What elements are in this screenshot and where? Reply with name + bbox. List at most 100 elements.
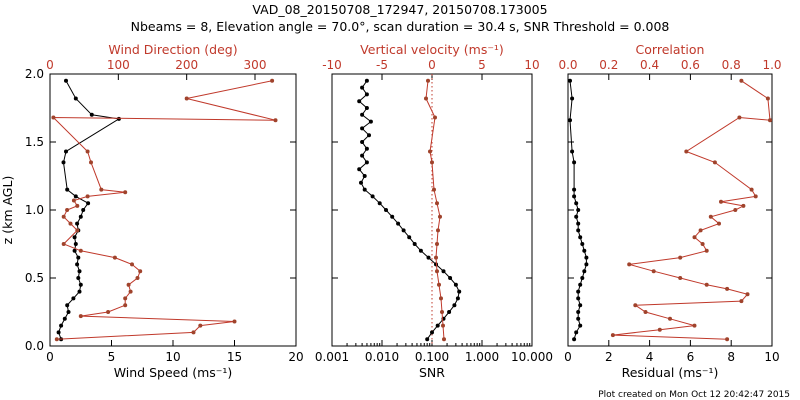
vertical-velocity-panel-bottom-tick-label: 0.010 [365, 350, 399, 364]
data-point [270, 78, 275, 83]
data-point [753, 194, 758, 199]
data-point [73, 96, 78, 101]
data-point [708, 214, 713, 219]
figure-subtitle: Nbeams = 8, Elevation angle = 70.0°, sca… [131, 19, 670, 34]
data-point [357, 167, 362, 172]
data-point [64, 149, 68, 154]
data-point [77, 289, 82, 294]
wind-panel-bottom-tick-label: 0 [46, 350, 54, 364]
data-point [184, 96, 189, 101]
data-point [447, 310, 452, 314]
residual-panel-top-tick-label: 0.8 [722, 58, 741, 72]
data-point [678, 255, 683, 260]
series-line [358, 80, 460, 340]
series-line [52, 80, 276, 340]
data-point [668, 316, 672, 321]
data-point [68, 221, 73, 226]
data-point [360, 153, 365, 158]
series-line [612, 80, 771, 340]
series-line [425, 80, 445, 340]
data-point [85, 194, 90, 199]
wind-panel-top-tick-label: 0 [46, 58, 54, 72]
data-point [719, 199, 723, 204]
data-point [704, 248, 709, 253]
data-point [428, 149, 432, 154]
residual-panel-top-tick-label: 1.0 [762, 58, 781, 72]
y-tick-label: 1.5 [25, 135, 44, 149]
data-point [430, 330, 434, 335]
vertical-velocity-panel-bottom-tick-label: 0.001 [315, 350, 349, 364]
residual-panel-bottom-axis-label: Residual (ms⁻¹) [622, 365, 719, 380]
data-point [73, 242, 78, 246]
data-point [452, 303, 457, 308]
residual-panel-bottom-tick-label: 10 [764, 350, 779, 364]
data-point [570, 149, 575, 154]
data-point [578, 323, 583, 328]
data-point [435, 269, 439, 274]
data-point [357, 99, 362, 104]
data-point [126, 282, 131, 287]
data-point [578, 235, 583, 240]
data-point [116, 116, 121, 121]
data-point [572, 160, 577, 165]
data-point [72, 235, 77, 240]
data-point [78, 248, 83, 253]
data-point [81, 208, 86, 212]
data-point [364, 106, 369, 110]
data-point [725, 286, 730, 291]
data-point [362, 187, 367, 192]
data-point [364, 146, 369, 151]
figure-title: VAD_08_20150708_172947, 20150708.173005 [252, 2, 547, 17]
wind-panel-top-axis-label: Wind Direction (deg) [108, 42, 237, 57]
data-point [434, 255, 438, 260]
data-point [627, 262, 632, 267]
wind-panel-bottom-tick-label: 15 [227, 350, 242, 364]
data-point [574, 330, 579, 335]
data-point [643, 310, 648, 314]
data-point [436, 228, 440, 233]
data-point [364, 160, 369, 165]
data-point [360, 112, 365, 117]
data-point [580, 242, 585, 246]
data-point [426, 78, 430, 83]
data-point [584, 255, 589, 260]
data-point [441, 269, 446, 274]
data-point [704, 282, 709, 287]
data-point [360, 85, 365, 90]
data-point [377, 201, 382, 206]
data-point [407, 235, 412, 240]
data-point [733, 208, 738, 212]
data-point [78, 282, 83, 287]
data-point [62, 316, 67, 321]
data-point [65, 303, 70, 308]
data-point [576, 296, 581, 301]
wind-panel-top-tick-label: 200 [175, 58, 198, 72]
data-point [384, 208, 388, 212]
y-tick-label: 2.0 [25, 67, 44, 81]
data-point [85, 149, 90, 154]
data-point [435, 201, 439, 206]
data-point [712, 160, 717, 165]
data-point [78, 314, 83, 319]
data-point [725, 337, 730, 342]
vertical-velocity-panel-bottom-tick-label: 1.000 [465, 350, 499, 364]
data-point [75, 228, 80, 233]
data-point [130, 262, 134, 267]
data-point [576, 228, 581, 233]
residual-panel-top-tick-label: 0.4 [640, 58, 659, 72]
vertical-velocity-panel-top-tick-label: -10 [322, 58, 342, 72]
data-point [106, 310, 111, 314]
data-point [572, 337, 577, 342]
data-point [737, 115, 742, 120]
data-point [86, 201, 91, 206]
data-point [749, 187, 754, 192]
wind-panel-frame [49, 73, 297, 347]
data-point [692, 323, 697, 328]
data-point [72, 248, 77, 253]
series-line [569, 80, 587, 340]
data-point [232, 319, 237, 324]
data-point [745, 292, 750, 297]
data-point [123, 303, 128, 308]
vertical-velocity-panel: 0.001 0.010 0.100 1.000 10.000 SNR -10 -5 0 5 10 Ve… [315, 42, 553, 380]
